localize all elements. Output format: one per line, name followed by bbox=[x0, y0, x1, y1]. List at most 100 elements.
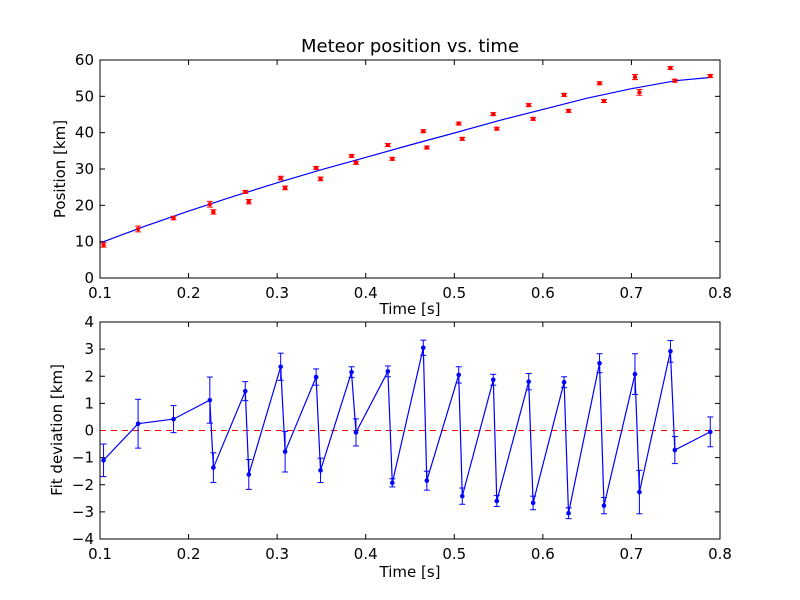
top-y-tick-label: 40 bbox=[75, 124, 94, 142]
deviation-point bbox=[135, 421, 141, 427]
position-point bbox=[424, 145, 430, 150]
deviation-point bbox=[637, 489, 642, 495]
position-point bbox=[632, 74, 638, 80]
deviation-point bbox=[526, 379, 531, 384]
top-y-tick-label: 20 bbox=[75, 196, 94, 214]
position-plot-frame bbox=[99, 59, 721, 279]
position-point bbox=[390, 156, 395, 162]
position-point bbox=[313, 165, 319, 171]
deviation-point bbox=[668, 348, 673, 354]
deviation-point bbox=[211, 465, 216, 470]
position-point bbox=[597, 81, 602, 86]
top-x-tick-label: 0.6 bbox=[531, 284, 555, 302]
bottom-y-tick-label: 2 bbox=[84, 367, 94, 385]
deviation-point bbox=[349, 369, 354, 375]
top-x-tick-label: 0.7 bbox=[619, 284, 643, 302]
deviation-point bbox=[672, 447, 678, 453]
top-y-tick-label: 10 bbox=[75, 233, 94, 251]
deviation-plot-frame bbox=[99, 321, 721, 540]
top-y-tick-label: 0 bbox=[84, 269, 94, 287]
position-point bbox=[278, 175, 283, 181]
deviation-point bbox=[597, 360, 602, 366]
deviation-point bbox=[353, 430, 359, 435]
bottom-y-tick-label: −3 bbox=[72, 503, 94, 521]
fit-line bbox=[99, 76, 712, 244]
deviation-point bbox=[246, 472, 252, 477]
position-point bbox=[601, 98, 607, 104]
deviation-point bbox=[313, 374, 319, 380]
top-y-tick-label: 50 bbox=[75, 87, 94, 105]
deviation-point bbox=[424, 478, 430, 483]
position-point bbox=[211, 209, 216, 215]
position-point bbox=[385, 142, 391, 148]
position-point bbox=[171, 215, 176, 221]
top-x-tick-label: 0.1 bbox=[88, 284, 112, 302]
position-point bbox=[637, 90, 642, 95]
deviation-point bbox=[101, 458, 106, 463]
deviation-plot-area: 0.1 0.2 0.3 0.4 0.5 0.6 0.7 0.8 −4 −3 −2 −1 0 1 2 3 4 bbox=[72, 313, 732, 563]
deviation-point bbox=[282, 449, 288, 454]
position-point bbox=[530, 116, 536, 122]
position-point bbox=[526, 102, 531, 108]
position-point bbox=[318, 176, 323, 182]
deviation-point bbox=[385, 369, 391, 374]
position-point bbox=[561, 92, 567, 98]
top-y-axis-label: Position [km] bbox=[51, 120, 69, 218]
deviation-point bbox=[632, 371, 638, 377]
bottom-x-axis-label: Time [s] bbox=[379, 563, 441, 581]
deviation-point bbox=[490, 377, 496, 383]
position-point bbox=[243, 189, 248, 195]
position-point bbox=[207, 202, 213, 207]
deviation-point bbox=[207, 397, 213, 403]
top-x-tick-label: 0.3 bbox=[265, 284, 289, 302]
bottom-y-tick-label: −4 bbox=[72, 530, 94, 548]
deviation-point bbox=[459, 493, 465, 499]
deviation-point bbox=[456, 372, 462, 378]
position-point bbox=[491, 111, 496, 117]
bottom-x-tick-label: 0.8 bbox=[708, 545, 732, 563]
position-point bbox=[282, 185, 288, 191]
bottom-y-tick-label: 0 bbox=[84, 422, 94, 440]
bottom-x-tick-label: 0.4 bbox=[354, 545, 378, 563]
top-y-tick-label: 30 bbox=[75, 160, 94, 178]
deviation-point bbox=[318, 468, 323, 473]
bottom-x-tick-label: 0.2 bbox=[177, 545, 201, 563]
deviation-point bbox=[242, 388, 248, 394]
position-point bbox=[708, 73, 713, 79]
deviation-point bbox=[389, 480, 395, 486]
deviation-point bbox=[420, 345, 426, 351]
deviation-point bbox=[278, 364, 283, 370]
bottom-y-tick-label: 3 bbox=[84, 340, 94, 358]
position-point bbox=[456, 121, 461, 126]
deviation-line bbox=[103, 347, 711, 514]
deviation-point bbox=[494, 498, 500, 504]
position-point bbox=[353, 160, 359, 166]
top-x-tick-label: 0.2 bbox=[177, 284, 201, 302]
position-point bbox=[566, 108, 571, 114]
position-point bbox=[349, 153, 354, 159]
position-plot-area: 0.1 0.2 0.3 0.4 0.5 0.6 0.7 0.8 0 10 20 30 40 50 60 bbox=[75, 51, 732, 302]
position-point bbox=[246, 199, 251, 204]
top-x-tick-label: 0.8 bbox=[708, 284, 732, 302]
deviation-point bbox=[561, 379, 567, 385]
top-x-tick-label: 0.5 bbox=[442, 284, 466, 302]
position-point bbox=[460, 136, 465, 142]
bottom-x-tick-label: 0.1 bbox=[88, 545, 112, 563]
bottom-x-tick-label: 0.7 bbox=[619, 545, 643, 563]
deviation-point bbox=[171, 416, 176, 422]
deviation-point bbox=[601, 503, 607, 508]
top-x-axis-label: Time [s] bbox=[379, 300, 441, 318]
deviation-point bbox=[707, 429, 713, 435]
bottom-y-tick-label: 4 bbox=[84, 313, 94, 331]
bottom-y-tick-label: −1 bbox=[72, 449, 94, 467]
deviation-point bbox=[530, 500, 536, 506]
deviation-point bbox=[566, 510, 571, 516]
position-point bbox=[672, 78, 678, 83]
top-y-tick-label: 60 bbox=[75, 51, 94, 69]
bottom-x-tick-label: 0.6 bbox=[531, 545, 555, 563]
chart-title: Meteor position vs. time bbox=[301, 36, 519, 57]
position-point bbox=[135, 226, 141, 232]
deviation-chart: 0.1 0.2 0.3 0.4 0.5 0.6 0.7 0.8 −4 −3 −2 −1 0 1 2 3 4 Ti… bbox=[48, 313, 732, 581]
position-point bbox=[494, 126, 499, 131]
